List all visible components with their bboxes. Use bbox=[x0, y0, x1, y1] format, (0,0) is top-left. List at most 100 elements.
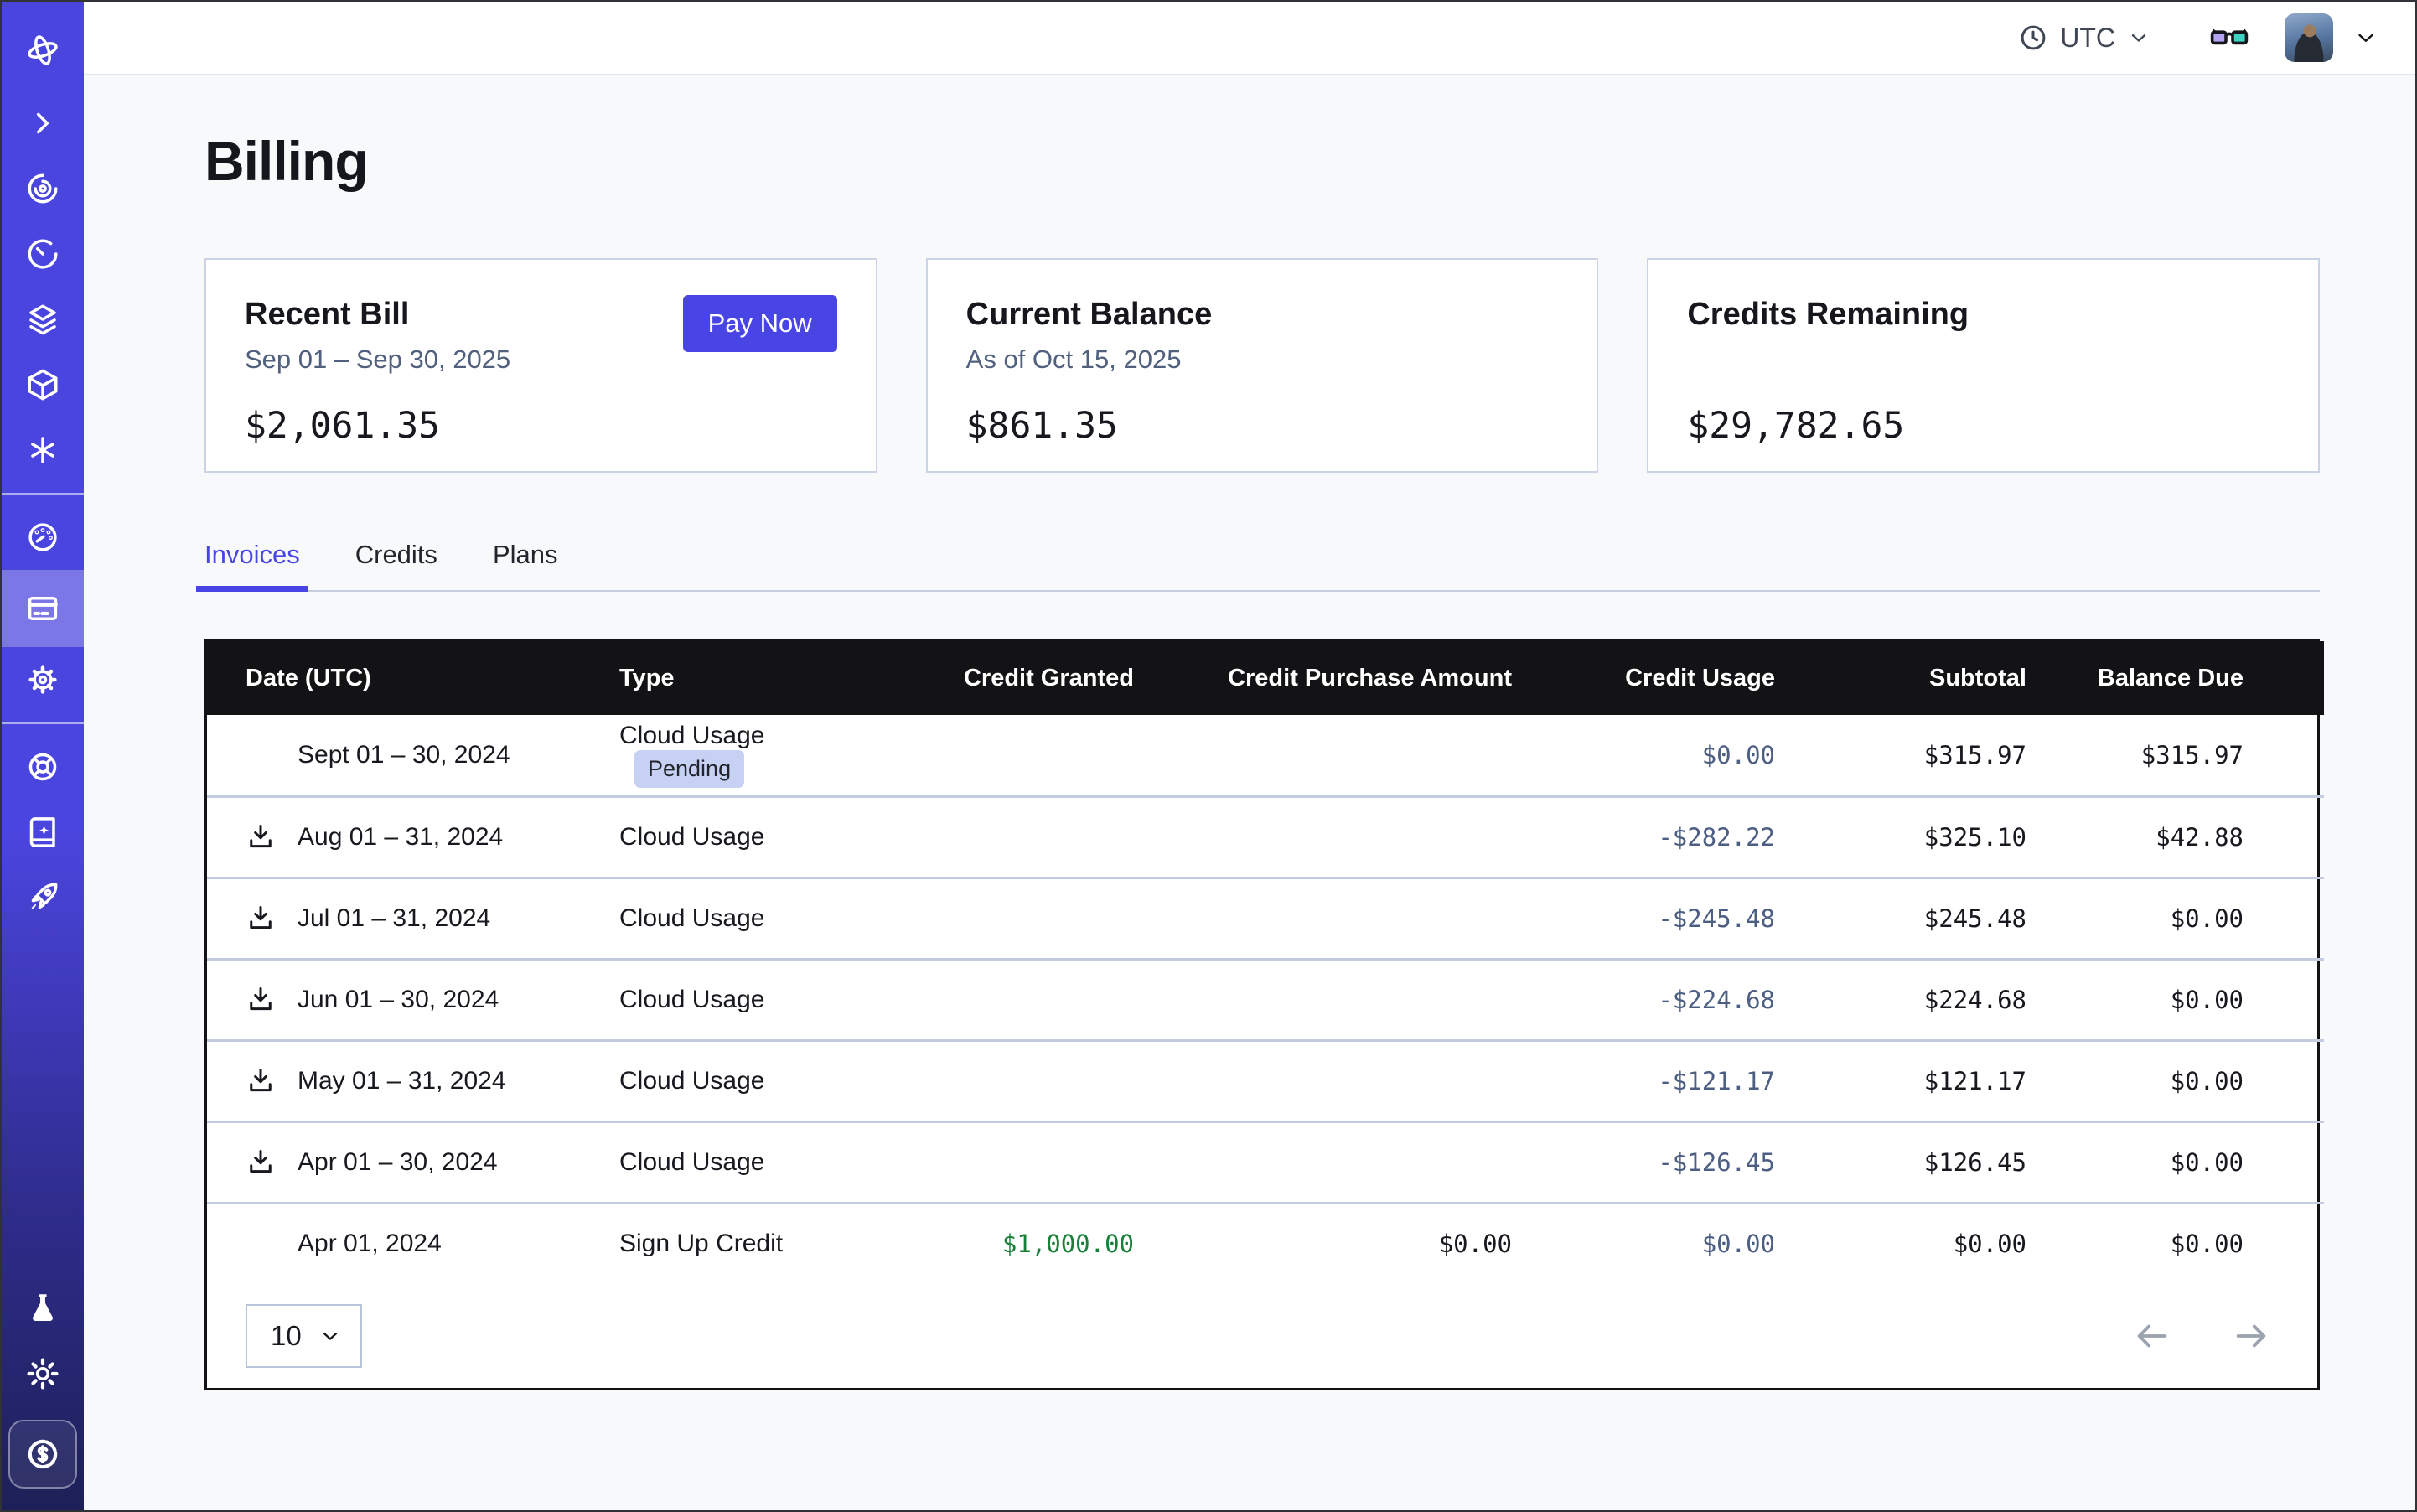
sidebar-item-logo[interactable] bbox=[2, 10, 84, 91]
col-header-date: Date (UTC) bbox=[207, 641, 619, 715]
timezone-selector[interactable]: UTC bbox=[2018, 23, 2150, 54]
subtotal-value: $121.17 bbox=[1775, 1038, 2026, 1121]
credit-granted-value bbox=[879, 715, 1134, 796]
pay-now-button[interactable]: Pay Now bbox=[682, 295, 837, 352]
balance-due-value: $0.00 bbox=[2026, 1201, 2324, 1284]
card-amount: $29,782.65 bbox=[1687, 405, 1905, 447]
credit-granted-value bbox=[879, 957, 1134, 1040]
credit-granted-value bbox=[879, 795, 1134, 878]
rocket-icon bbox=[25, 880, 60, 915]
chevron-down-icon bbox=[318, 1324, 342, 1348]
balance-due-value: $0.00 bbox=[2026, 1038, 2324, 1121]
chevron-right-icon bbox=[25, 106, 60, 141]
tab-credits[interactable]: Credits bbox=[355, 540, 437, 569]
billing-page: Billing Recent Bill Sep 01 – Sep 30, 202… bbox=[84, 75, 2415, 1510]
prev-page-button[interactable] bbox=[2133, 1317, 2171, 1355]
sidebar-item-services[interactable] bbox=[2, 417, 84, 483]
billing-tabs: Invoices Credits Plans bbox=[196, 540, 2320, 592]
sidebar-item-support[interactable] bbox=[2, 734, 84, 800]
invoice-row: Sept 01 – 30, 2024 Cloud UsagePending $0… bbox=[207, 715, 2324, 796]
download-invoice-icon[interactable] bbox=[246, 985, 298, 1015]
sidebar-item-theme[interactable] bbox=[2, 1341, 84, 1406]
page-title: Billing bbox=[204, 130, 369, 192]
reader-mode-button[interactable] bbox=[2209, 18, 2249, 58]
invoice-date: Apr 01, 2024 bbox=[298, 1230, 442, 1258]
invoices-table-container: Date (UTC) Type Credit Granted Credit Pu… bbox=[204, 639, 2324, 1390]
sidebar-item-billing[interactable] bbox=[2, 570, 84, 647]
credit-purchase-value bbox=[1134, 1038, 1512, 1121]
sidebar-item-observe[interactable] bbox=[2, 156, 84, 221]
tab-invoices[interactable]: Invoices bbox=[196, 540, 308, 592]
invoice-type: Cloud Usage bbox=[619, 1066, 765, 1095]
pager-controls bbox=[2133, 1317, 2270, 1355]
layers-icon bbox=[25, 302, 60, 337]
col-header-subtotal: Subtotal bbox=[1775, 641, 2026, 715]
sidebar-item-resources[interactable] bbox=[2, 352, 84, 417]
invoice-type: Cloud Usage bbox=[619, 722, 765, 750]
page-size-select[interactable]: 10 bbox=[246, 1304, 362, 1368]
invoice-date: Apr 01 – 30, 2024 bbox=[298, 1147, 498, 1176]
balance-due-value: $42.88 bbox=[2026, 795, 2324, 878]
download-invoice-icon[interactable] bbox=[246, 822, 298, 852]
sidebar-item-labs[interactable] bbox=[2, 1276, 84, 1341]
col-header-credit-purchase: Credit Purchase Amount bbox=[1134, 641, 1512, 715]
card-amount: $2,061.35 bbox=[245, 405, 440, 447]
credit-granted-value bbox=[879, 1120, 1134, 1203]
sidebar-item-docs[interactable] bbox=[2, 800, 84, 865]
download-invoice-icon[interactable] bbox=[246, 1147, 298, 1178]
balance-due-value: $0.00 bbox=[2026, 876, 2324, 959]
credit-granted-value bbox=[879, 1038, 1134, 1121]
sidebar-item-quickstart[interactable] bbox=[2, 865, 84, 930]
invoices-table: Date (UTC) Type Credit Granted Credit Pu… bbox=[207, 641, 2324, 1284]
glasses-icon bbox=[2209, 18, 2249, 58]
invoice-date: Jul 01 – 31, 2024 bbox=[298, 904, 491, 932]
credit-card-icon bbox=[25, 591, 60, 626]
user-avatar[interactable] bbox=[2285, 13, 2333, 62]
download-invoice-icon[interactable] bbox=[246, 1066, 298, 1096]
card-subtitle: As of Oct 15, 2025 bbox=[965, 344, 1182, 374]
timezone-label: UTC bbox=[2060, 22, 2115, 53]
card-title: Current Balance bbox=[965, 297, 1213, 332]
balance-due-value: $0.00 bbox=[2026, 1120, 2324, 1203]
sun-icon bbox=[25, 1356, 60, 1391]
current-balance-card: Current Balance As of Oct 15, 2025 $861.… bbox=[925, 258, 1599, 473]
credit-purchase-value: $0.00 bbox=[1134, 1201, 1512, 1284]
page-size-value: 10 bbox=[271, 1320, 302, 1351]
sidebar-item-usage[interactable] bbox=[2, 505, 84, 570]
subtotal-value: $224.68 bbox=[1775, 957, 2026, 1040]
sidebar-divider bbox=[2, 493, 84, 495]
sidebar-item-earn-credits[interactable] bbox=[2, 1420, 84, 1489]
balance-due-value: $315.97 bbox=[2140, 740, 2244, 769]
tab-plans[interactable]: Plans bbox=[492, 540, 558, 569]
next-page-button[interactable] bbox=[2232, 1317, 2270, 1355]
chevron-down-icon bbox=[2127, 26, 2150, 49]
download-invoice-icon[interactable] bbox=[246, 904, 298, 934]
subtotal-value: $325.10 bbox=[1775, 795, 2026, 878]
main-panel: UTC bbox=[84, 2, 2415, 1510]
invoice-type: Cloud Usage bbox=[619, 1147, 765, 1176]
col-header-type: Type bbox=[619, 641, 879, 715]
sidebar-item-history[interactable] bbox=[2, 221, 84, 287]
card-title: Recent Bill bbox=[245, 297, 410, 332]
credit-purchase-value bbox=[1134, 1120, 1512, 1203]
sidebar-item-settings[interactable] bbox=[2, 647, 84, 712]
invoice-date: May 01 – 31, 2024 bbox=[298, 1066, 506, 1095]
subtotal-value: $315.97 bbox=[1923, 740, 2026, 769]
summary-cards: Recent Bill Sep 01 – Sep 30, 2025 $2,061… bbox=[204, 258, 2321, 473]
status-badge: Pending bbox=[634, 750, 745, 789]
invoice-row: Aug 01 – 31, 2024 Cloud Usage -$282.22 $… bbox=[207, 795, 2324, 878]
card-title: Credits Remaining bbox=[1687, 297, 1969, 332]
user-menu-button[interactable] bbox=[2353, 25, 2378, 50]
book-sparkle-icon bbox=[25, 815, 60, 850]
earn-credits-button[interactable] bbox=[8, 1420, 77, 1489]
sidebar-item-layers[interactable] bbox=[2, 287, 84, 352]
credit-usage-value: $0.00 bbox=[1701, 740, 1775, 769]
gauge-icon bbox=[25, 520, 60, 555]
ship-wheel-icon bbox=[25, 749, 60, 784]
card-subtitle: Sep 01 – Sep 30, 2025 bbox=[245, 344, 511, 374]
credit-purchase-value bbox=[1134, 795, 1512, 878]
sidebar-spacer bbox=[2, 930, 84, 1276]
invoice-date: Sept 01 – 30, 2024 bbox=[298, 740, 510, 769]
sidebar-item-expand[interactable] bbox=[2, 91, 84, 156]
